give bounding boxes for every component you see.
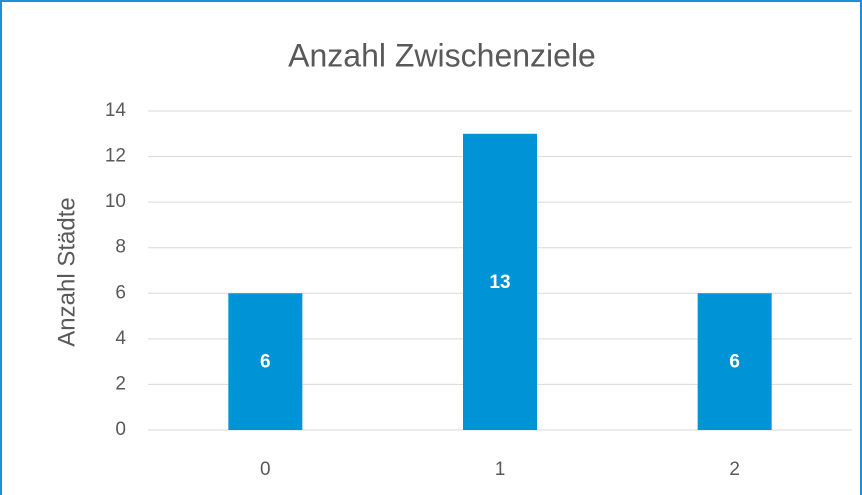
chart-title: Anzahl Zwischenziele (288, 37, 596, 73)
data-label: 13 (489, 272, 510, 293)
bar (697, 293, 772, 430)
x-tick-label: 2 (729, 459, 740, 480)
y-axis-label: Anzahl Städte (53, 197, 80, 346)
data-label: 6 (260, 352, 271, 373)
y-tick-label: 10 (105, 191, 126, 212)
y-tick-label: 4 (115, 328, 126, 349)
y-tick-label: 8 (115, 237, 126, 258)
x-tick-label: 0 (260, 459, 271, 480)
y-tick-label: 6 (115, 282, 126, 303)
y-tick-label: 12 (105, 146, 126, 167)
y-tick-label: 0 (115, 419, 126, 440)
y-tick-label: 2 (115, 373, 126, 394)
y-tick-label: 14 (105, 100, 127, 121)
data-label: 6 (729, 352, 740, 373)
x-tick-label: 1 (495, 459, 506, 480)
bar (463, 133, 537, 431)
bar (228, 293, 303, 430)
